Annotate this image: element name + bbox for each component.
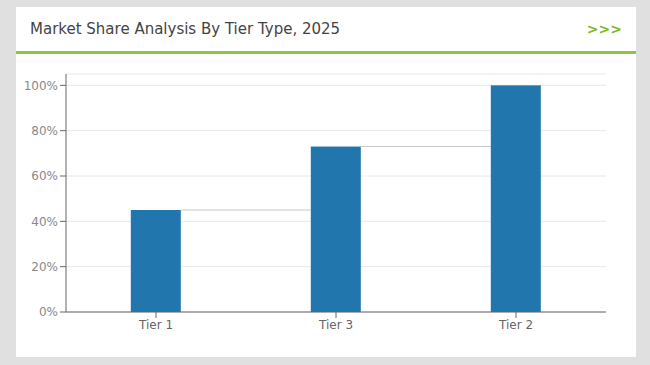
svg-text:40%: 40%	[31, 215, 58, 229]
svg-text:Tier 3: Tier 3	[318, 318, 353, 332]
svg-text:Tier 2: Tier 2	[498, 318, 533, 332]
html-text:Market Share Analysis By Tier: Market Share Analysis By Tier Type, 2025	[30, 20, 341, 38]
svg-text:80%: 80%	[31, 124, 58, 138]
svg-text:60%: 60%	[31, 169, 58, 183]
svg-text:100%: 100%	[24, 79, 58, 93]
svg-text:0%: 0%	[39, 305, 58, 319]
svg-text:20%: 20%	[31, 260, 58, 274]
svg-text:Tier 1: Tier 1	[138, 318, 173, 332]
